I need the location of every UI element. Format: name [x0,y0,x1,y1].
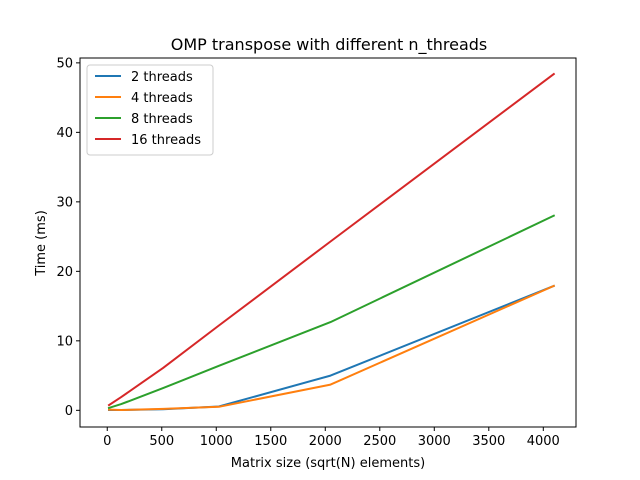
y-tick-label: 40 [56,126,73,141]
legend-box [86,64,214,156]
series-line-2 [107,214,556,410]
x-axis-label: Matrix size (sqrt(N) elements) [231,456,425,471]
legend: 2 threads 4 threads 8 threads 16 threads [86,64,214,156]
x-axis: 0 500 1000 1500 2000 2500 3000 3500 4000 [103,427,560,449]
y-tick-label: 0 [65,404,73,419]
x-tick-label: 2500 [363,434,396,449]
axes-frame [79,57,577,428]
y-axis-label: Time (ms) [34,210,49,277]
x-tick-label: 3500 [472,434,505,449]
y-tick-label: 50 [56,56,73,71]
legend-label-0: 2 threads [131,70,193,85]
series-line-1 [107,284,556,411]
x-tick-label: 4000 [527,434,560,449]
x-tick-label: 500 [149,434,174,449]
series-line-3 [107,72,556,407]
series-line-0 [108,284,556,411]
x-tick-label: 1000 [200,434,233,449]
legend-label-3: 16 threads [131,133,201,148]
x-tick-label: 3000 [418,434,451,449]
y-tick-label: 30 [56,195,73,210]
y-tick-label: 10 [56,334,73,349]
x-tick-label: 1500 [254,434,287,449]
plot-area [107,72,556,411]
x-tick-label: 2000 [309,434,342,449]
y-axis: 0 10 20 30 40 50 [56,56,80,419]
x-tick-label: 0 [103,434,111,449]
chart-title: OMP transpose with different n_threads [171,35,487,55]
legend-label-1: 4 threads [131,91,193,106]
legend-label-2: 8 threads [131,112,193,127]
y-tick-label: 20 [56,265,73,280]
